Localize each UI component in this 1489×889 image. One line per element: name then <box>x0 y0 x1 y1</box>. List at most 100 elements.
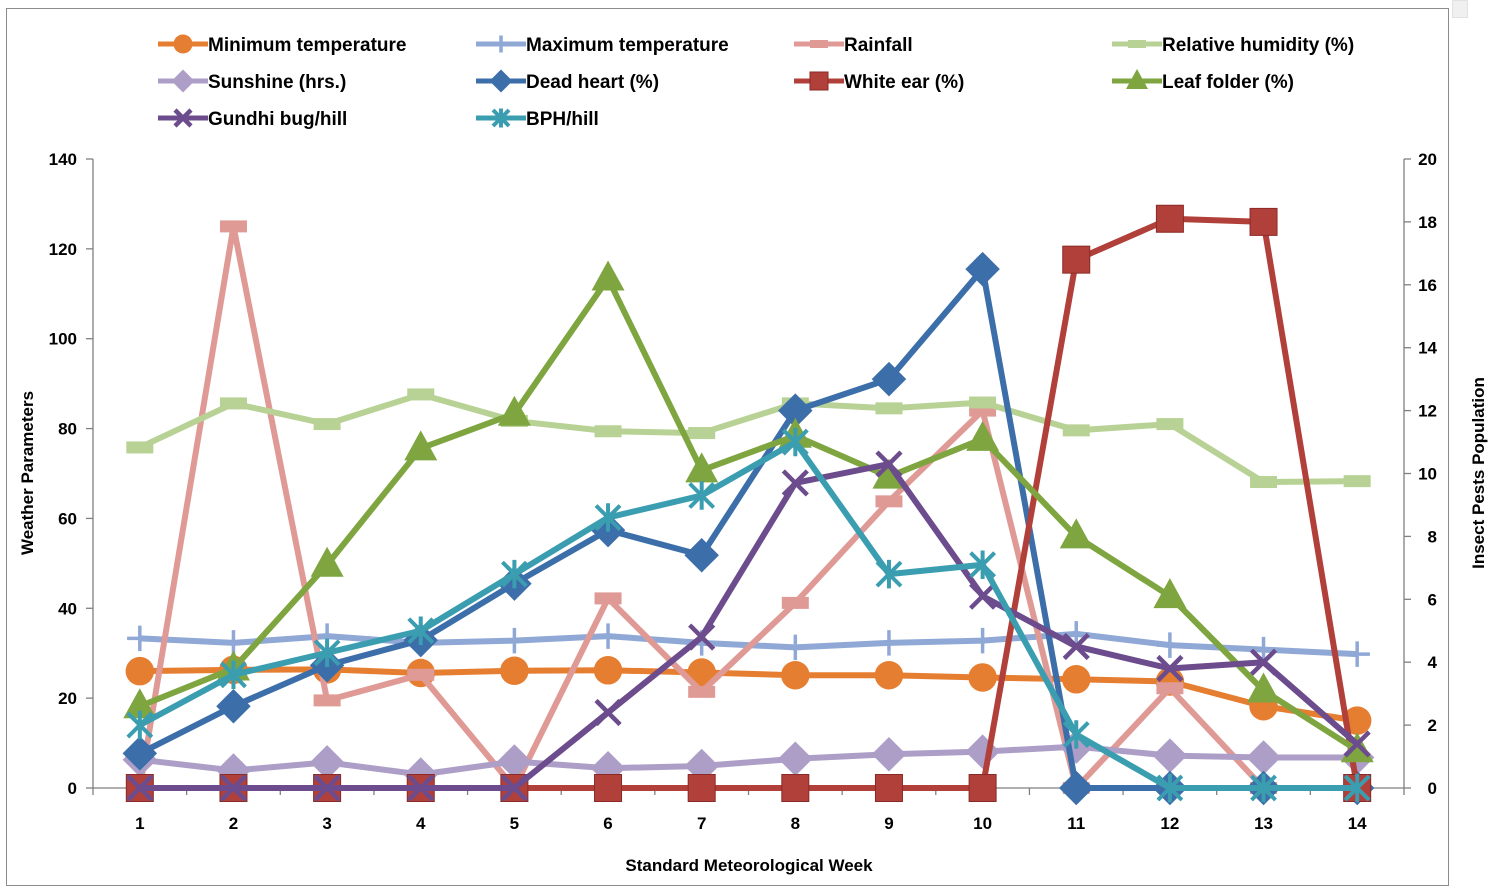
series-sunshine-hrs <box>122 729 1375 792</box>
data-point <box>1062 424 1090 437</box>
series-leaf-folder <box>123 260 1374 763</box>
data-point <box>1156 773 1184 803</box>
data-point <box>125 656 155 686</box>
data-point <box>969 396 997 409</box>
data-point <box>1063 621 1089 647</box>
y-tick-label: 100 <box>49 330 77 349</box>
y-tick-label: 0 <box>68 779 77 798</box>
x-tick-label: 3 <box>322 814 331 833</box>
data-point <box>781 469 809 497</box>
series-dead-heart <box>122 251 1375 806</box>
y-axis-title: Weather Parameters <box>18 391 37 555</box>
data-point <box>965 734 1000 769</box>
data-point <box>1343 773 1371 803</box>
data-point <box>685 452 719 483</box>
data-point <box>313 638 341 668</box>
data-point <box>1155 204 1184 233</box>
series-layer <box>122 204 1375 806</box>
data-point <box>969 627 996 654</box>
data-point <box>1156 654 1184 683</box>
y2-tick-label: 18 <box>1418 213 1437 232</box>
legend-item: Dead heart (%) <box>476 69 659 93</box>
series-relative-humidity <box>126 388 1371 489</box>
legend-label: Maximum temperature <box>526 35 729 56</box>
data-point <box>219 774 248 802</box>
series-line <box>136 223 1358 791</box>
data-point <box>127 625 153 652</box>
data-point <box>1156 682 1184 695</box>
data-point <box>781 660 810 690</box>
data-point <box>500 559 528 589</box>
data-point <box>1249 648 1278 676</box>
legend-item: Minimum temperature <box>158 34 406 56</box>
legend-marker <box>1128 40 1146 48</box>
data-point <box>404 430 438 461</box>
legend-item: Sunshine (hrs.) <box>158 69 346 93</box>
legend-label: Dead heart (%) <box>526 72 659 93</box>
legend-label: Minimum temperature <box>208 35 406 56</box>
y2-tick-label: 10 <box>1418 465 1437 484</box>
y2-tick-label: 4 <box>1428 653 1438 672</box>
legend-item: Leaf folder (%) <box>1112 69 1294 93</box>
data-point <box>1250 636 1277 663</box>
data-point <box>1250 773 1277 803</box>
legend-marker <box>173 108 193 128</box>
data-point <box>874 774 903 802</box>
legend-item: Rainfall <box>794 35 913 56</box>
data-point <box>875 402 903 415</box>
legend-label: BPH/hill <box>526 109 599 130</box>
data-point <box>407 616 435 645</box>
data-point <box>1343 475 1371 488</box>
data-point <box>968 663 997 692</box>
data-point <box>309 745 345 780</box>
legend-item: Maximum temperature <box>476 35 729 56</box>
data-point <box>1059 518 1093 549</box>
y-tick-label: 140 <box>49 150 77 169</box>
data-point <box>497 744 532 779</box>
data-point <box>871 361 907 397</box>
legend-item: BPH/hill <box>476 108 599 130</box>
data-point <box>500 774 528 802</box>
y-tick-label: 20 <box>58 689 77 708</box>
legend-label: Rainfall <box>844 35 913 56</box>
data-point <box>778 741 813 777</box>
y-tick-label: 120 <box>49 240 77 259</box>
data-point <box>875 450 903 478</box>
data-point <box>1157 632 1183 658</box>
data-point <box>1059 770 1094 806</box>
y-tick-label: 80 <box>58 420 77 439</box>
data-point <box>593 656 623 685</box>
series-white-ear <box>125 204 1372 802</box>
data-point <box>688 481 716 510</box>
data-point <box>966 420 1000 451</box>
y2-tick-label: 16 <box>1418 276 1437 295</box>
series-line <box>138 275 1359 753</box>
y2-tick-label: 0 <box>1428 779 1437 798</box>
data-point <box>594 592 622 605</box>
data-point <box>500 656 529 685</box>
legend: Minimum temperature Maximum temperature Ra… <box>158 34 1354 130</box>
data-point <box>1247 672 1281 703</box>
x-tick-label: 10 <box>973 814 992 833</box>
data-point <box>1249 207 1278 236</box>
data-point <box>1062 720 1090 749</box>
legend-item: Relative humidity (%) <box>1112 35 1354 56</box>
data-point <box>875 495 903 508</box>
x-tick-label: 6 <box>603 814 612 833</box>
x-tick-label: 7 <box>697 814 706 833</box>
data-point <box>594 698 622 727</box>
legend-marker <box>489 69 513 93</box>
data-point <box>687 774 716 802</box>
legend-item: Gundhi bug/hill <box>158 108 347 130</box>
scrollbar-strip <box>1452 0 1489 889</box>
y-tick-label: 60 <box>58 509 77 528</box>
data-point <box>872 458 906 489</box>
x-axis-title: Standard Meteorological Week <box>625 856 873 875</box>
y2-tick-label: 20 <box>1418 150 1437 169</box>
y2-tick-label: 2 <box>1428 716 1437 735</box>
x-tick-label: 8 <box>791 814 800 833</box>
data-point <box>688 623 716 651</box>
series-gundhi-bug-hill <box>126 450 1371 802</box>
x-tick-label: 14 <box>1348 814 1367 833</box>
x-tick-label: 4 <box>416 814 426 833</box>
